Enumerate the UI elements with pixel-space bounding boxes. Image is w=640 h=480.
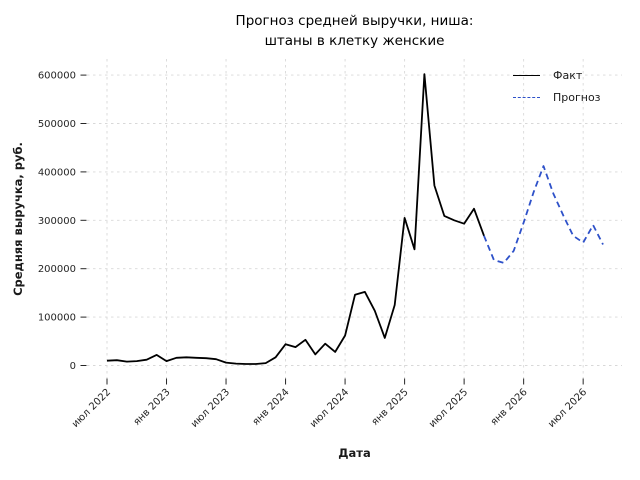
x-tick-label: янв 2025	[370, 387, 411, 428]
y-tick-label: 0	[70, 361, 76, 372]
legend-label-forecast: Прогноз	[553, 90, 601, 104]
legend: Факт Прогноз	[513, 64, 601, 108]
x-axis-label: Дата	[338, 446, 371, 460]
y-tick-label: 200000	[38, 264, 76, 275]
y-tick-label: 500000	[38, 119, 76, 130]
x-tick-label: июл 2024	[308, 387, 351, 430]
legend-item-fact: Факт	[513, 64, 601, 86]
chart-title-line1: Прогноз средней выручки, ниша:	[235, 13, 474, 29]
y-tick-label: 400000	[38, 167, 76, 178]
chart-title: Прогноз средней выручки, ниша: штаны в к…	[87, 11, 622, 52]
fact-line-swatch-icon	[513, 74, 540, 76]
legend-item-forecast: Прогноз	[513, 86, 601, 108]
y-tick-label: 100000	[38, 313, 76, 324]
x-tick-label: янв 2023	[132, 387, 173, 428]
forecast-line-swatch-icon	[513, 96, 540, 98]
chart-title-line2: штаны в клетку женские	[264, 33, 445, 50]
fact-line	[106, 73, 485, 365]
y-tick-label: 600000	[38, 71, 76, 82]
x-tick-label: июл 2025	[427, 387, 470, 430]
x-tick-label: янв 2026	[489, 387, 530, 428]
x-tick-label: июл 2023	[189, 387, 232, 430]
forecast-line	[483, 165, 604, 264]
x-tick-label: янв 2024	[251, 387, 292, 428]
y-axis-label: Средняя выручка, руб.	[11, 142, 25, 296]
legend-label-fact: Факт	[553, 68, 583, 82]
x-tick-label: июл 2026	[546, 387, 589, 430]
y-tick-label: 300000	[38, 216, 76, 227]
x-tick-label: июл 2022	[70, 387, 113, 430]
